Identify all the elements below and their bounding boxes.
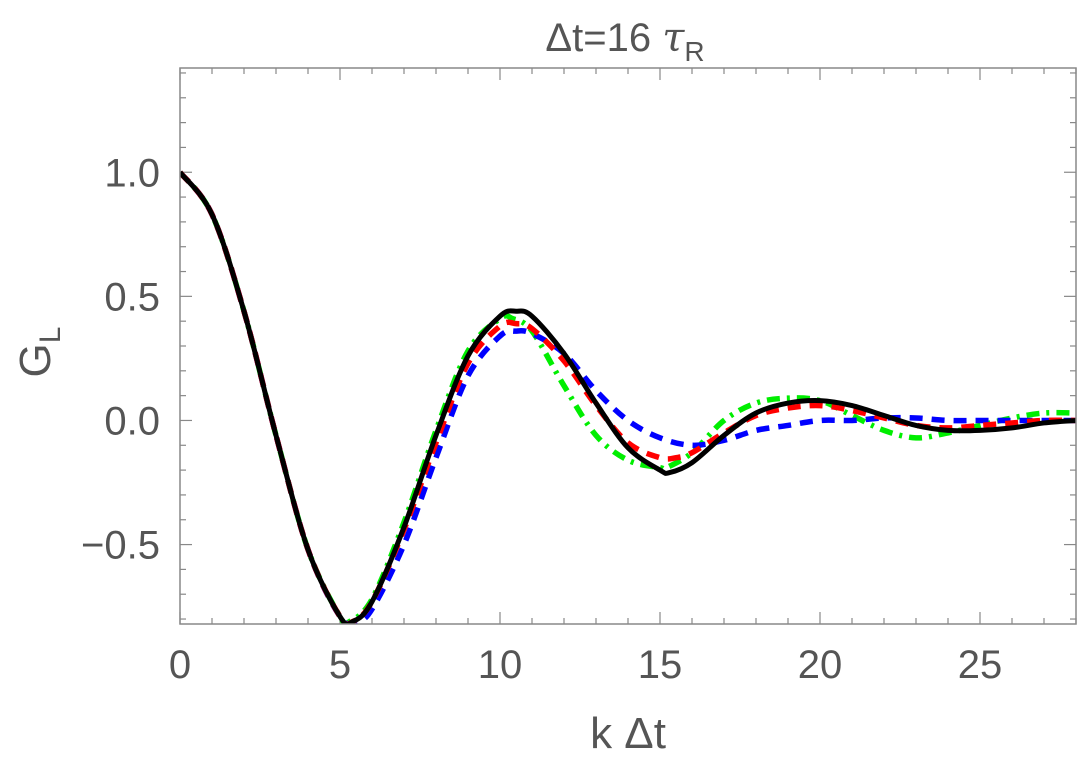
axis-ticks	[179, 68, 1077, 624]
plot-frame	[179, 67, 1077, 625]
x-tick-label: 10	[478, 643, 523, 687]
series-line-2	[180, 170, 1076, 624]
chart-title-text: Δt=16 τR	[545, 15, 704, 67]
y-tick-label: 0.0	[104, 399, 160, 443]
series-line-1	[180, 170, 1076, 624]
x-tick-label: 5	[329, 643, 351, 687]
y-tick-labels: −0.5 0.0 0.5 1.0	[81, 151, 160, 567]
x-tick-label: 20	[798, 643, 843, 687]
y-tick-label: 0.5	[104, 275, 160, 319]
x-tick-label: 15	[638, 643, 683, 687]
series-lines	[180, 170, 1076, 624]
svg-text:GL: GL	[11, 327, 67, 378]
x-axis-label: k Δt	[590, 709, 666, 758]
x-tick-label: 25	[958, 643, 1003, 687]
x-tick-labels: 0 5 10 15 20 25	[169, 643, 1002, 687]
series-line-3	[180, 170, 1076, 624]
y-tick-label: −0.5	[81, 524, 160, 568]
series-line-4	[180, 170, 1076, 624]
y-axis-label: GL	[11, 327, 67, 378]
chart-title: Δt=16 τR	[545, 15, 704, 67]
y-tick-label: 1.0	[104, 151, 160, 195]
y-axis-label-sub: L	[34, 327, 67, 344]
x-tick-label: 0	[169, 643, 191, 687]
y-axis-label-main: G	[11, 343, 60, 377]
